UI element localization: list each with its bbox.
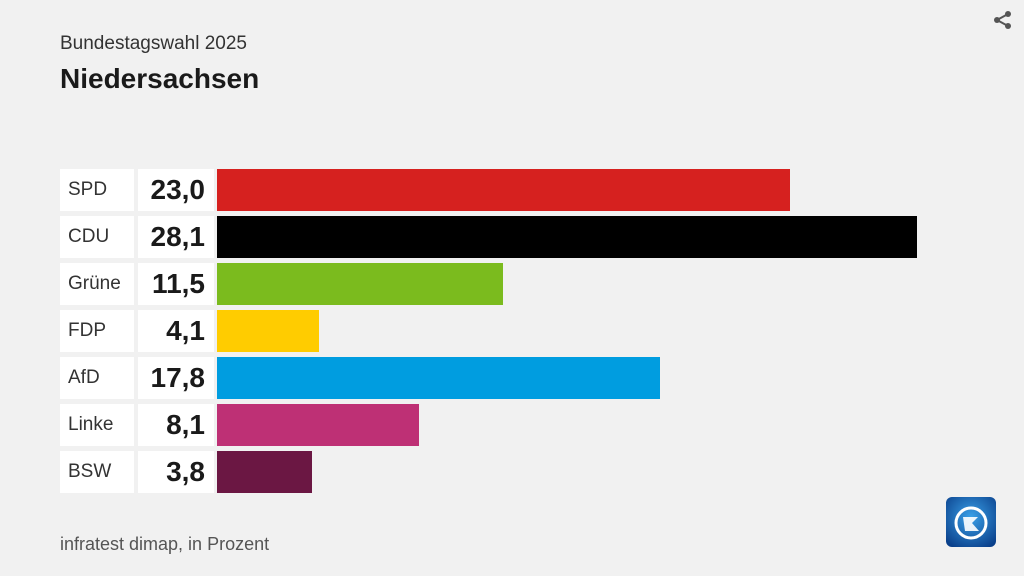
bar-bsw: [217, 451, 312, 493]
bar-linke: [217, 404, 419, 446]
bar-row-bsw: BSW 3,8: [60, 451, 960, 493]
bar-row-fdp: FDP 4,1: [60, 310, 960, 352]
value-label: 23,0: [138, 169, 214, 211]
source-note: infratest dimap, in Prozent: [60, 534, 270, 554]
bar-row-linke: Linke 8,1: [60, 404, 960, 446]
bar-row-afd: AfD 17,8: [60, 357, 960, 399]
bar-grüne: [217, 263, 503, 305]
bar-row-grüne: Grüne 11,5: [60, 263, 960, 305]
share-button[interactable]: [992, 9, 1014, 31]
bar-fdp: [217, 310, 319, 352]
bar-afd: [217, 357, 660, 399]
category-label: FDP: [60, 310, 134, 352]
value-label: 3,8: [138, 451, 214, 493]
bar-row-cdu: CDU 28,1: [60, 216, 960, 258]
bar-spd: [217, 169, 790, 211]
bar-row-spd: SPD 23,0: [60, 169, 960, 211]
value-label: 11,5: [138, 263, 214, 305]
value-label: 8,1: [138, 404, 214, 446]
chart-subtitle: Bundestagswahl 2025: [60, 33, 247, 54]
tagesschau-logo: [946, 497, 996, 547]
value-label: 28,1: [138, 216, 214, 258]
share-icon: [994, 11, 1011, 29]
chart-title: Niedersachsen: [60, 63, 260, 94]
category-label: Grüne: [60, 263, 134, 305]
bar-cdu: [217, 216, 917, 258]
category-label: SPD: [60, 169, 134, 211]
category-label: Linke: [60, 404, 134, 446]
value-label: 4,1: [138, 310, 214, 352]
category-label: BSW: [60, 451, 134, 493]
category-label: CDU: [60, 216, 134, 258]
category-label: AfD: [60, 357, 134, 399]
value-label: 17,8: [138, 357, 214, 399]
